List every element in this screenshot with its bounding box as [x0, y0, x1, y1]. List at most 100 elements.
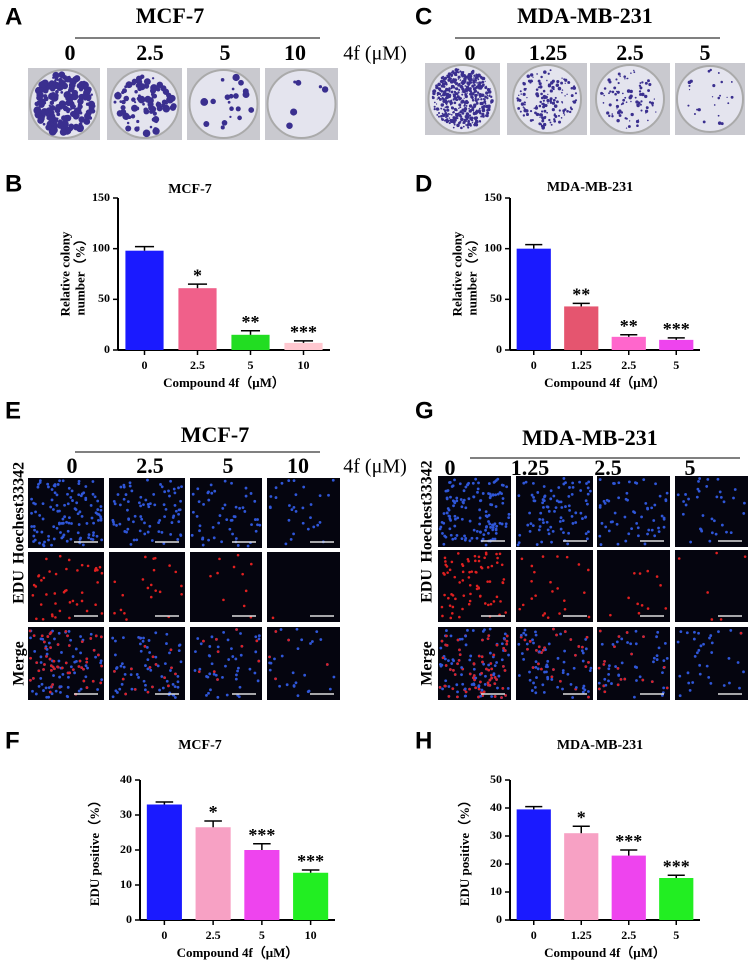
nucleus [742, 670, 745, 674]
colony [137, 126, 140, 129]
nucleus [681, 512, 685, 516]
nucleus [91, 534, 95, 537]
nucleus [77, 482, 81, 486]
nucleus [295, 627, 299, 631]
edu-nucleus [556, 555, 559, 558]
edu-nucleus [473, 554, 477, 558]
nucleus [495, 661, 498, 664]
colony [625, 101, 628, 103]
nucleus [697, 479, 700, 483]
nucleus [168, 651, 171, 655]
nucleus [732, 496, 735, 500]
dose-label: 5 [685, 455, 696, 480]
colony [516, 99, 519, 102]
edu-nucleus [461, 570, 465, 574]
nucleus [532, 641, 535, 645]
row-label: Merge [11, 641, 28, 685]
nucleus [676, 493, 680, 497]
nucleus [30, 497, 33, 501]
nucleus [113, 502, 117, 506]
edu-nucleus [616, 667, 620, 670]
colony [442, 103, 445, 105]
colony [539, 100, 542, 104]
y-tick-label: 20 [120, 842, 132, 856]
edu-nucleus [64, 661, 68, 665]
nucleus [253, 671, 257, 675]
nucleus [42, 544, 46, 548]
colony [130, 115, 133, 119]
nucleus [460, 666, 464, 669]
colony [447, 112, 450, 115]
colony [542, 89, 546, 93]
colony [697, 108, 701, 112]
colony [432, 91, 436, 96]
colony [442, 99, 446, 103]
colony [442, 77, 446, 81]
edu-nucleus [534, 594, 537, 597]
nucleus [444, 679, 448, 683]
edu-nucleus [236, 553, 240, 557]
edu-nucleus [474, 686, 477, 690]
nucleus [534, 633, 538, 637]
edu-nucleus [31, 594, 35, 597]
nucleus [90, 516, 94, 520]
colony [442, 114, 446, 118]
nucleus [717, 630, 720, 634]
edu-nucleus [52, 659, 56, 663]
colony [449, 118, 453, 122]
nucleus [66, 529, 70, 533]
dose-label: 0 [67, 453, 78, 478]
significance: *** [297, 851, 324, 871]
chart-title: MCF-7 [178, 738, 222, 753]
nucleus [63, 515, 67, 519]
colony [45, 110, 49, 114]
nucleus [160, 675, 164, 678]
nucleus [518, 533, 522, 537]
y-axis-label: Relative colony [57, 231, 72, 316]
nucleus [165, 632, 169, 636]
colony [486, 94, 489, 97]
nucleus [456, 690, 459, 694]
colony [127, 115, 132, 120]
nucleus [613, 511, 617, 515]
dose-label: 0 [445, 455, 456, 480]
colony [67, 93, 72, 98]
colony [696, 108, 699, 111]
edu-nucleus [719, 618, 723, 621]
nucleus [122, 636, 125, 640]
edu-nucleus [502, 646, 505, 650]
edu-nucleus [441, 614, 444, 618]
nucleus [608, 664, 611, 668]
bar [611, 336, 646, 350]
edu-nucleus [216, 571, 219, 575]
nucleus [517, 642, 521, 646]
colony [56, 83, 64, 91]
nucleus [254, 650, 258, 654]
colony [143, 78, 151, 86]
nucleus [562, 477, 566, 480]
x-tick-label: 10 [298, 358, 310, 372]
micrograph [267, 478, 340, 548]
edu-nucleus [464, 690, 468, 694]
edu-nucleus [504, 611, 508, 614]
nucleus [130, 687, 134, 691]
colony [472, 79, 475, 82]
colony [443, 119, 446, 122]
nucleus [126, 500, 130, 503]
nucleus [50, 543, 53, 547]
edu-nucleus [58, 609, 62, 613]
y-axis-label: EDU positive（%） [87, 794, 102, 906]
nucleus [579, 489, 583, 492]
nucleus [47, 534, 51, 538]
colony [84, 112, 91, 120]
edu-nucleus [540, 667, 543, 671]
colony [64, 76, 71, 83]
nucleus [494, 493, 498, 497]
nucleus [292, 684, 296, 687]
edu-nucleus [563, 607, 567, 611]
colony [636, 124, 639, 127]
nucleus [163, 490, 167, 494]
nucleus [483, 682, 487, 686]
nucleus [77, 689, 81, 693]
edu-nucleus [124, 692, 127, 696]
